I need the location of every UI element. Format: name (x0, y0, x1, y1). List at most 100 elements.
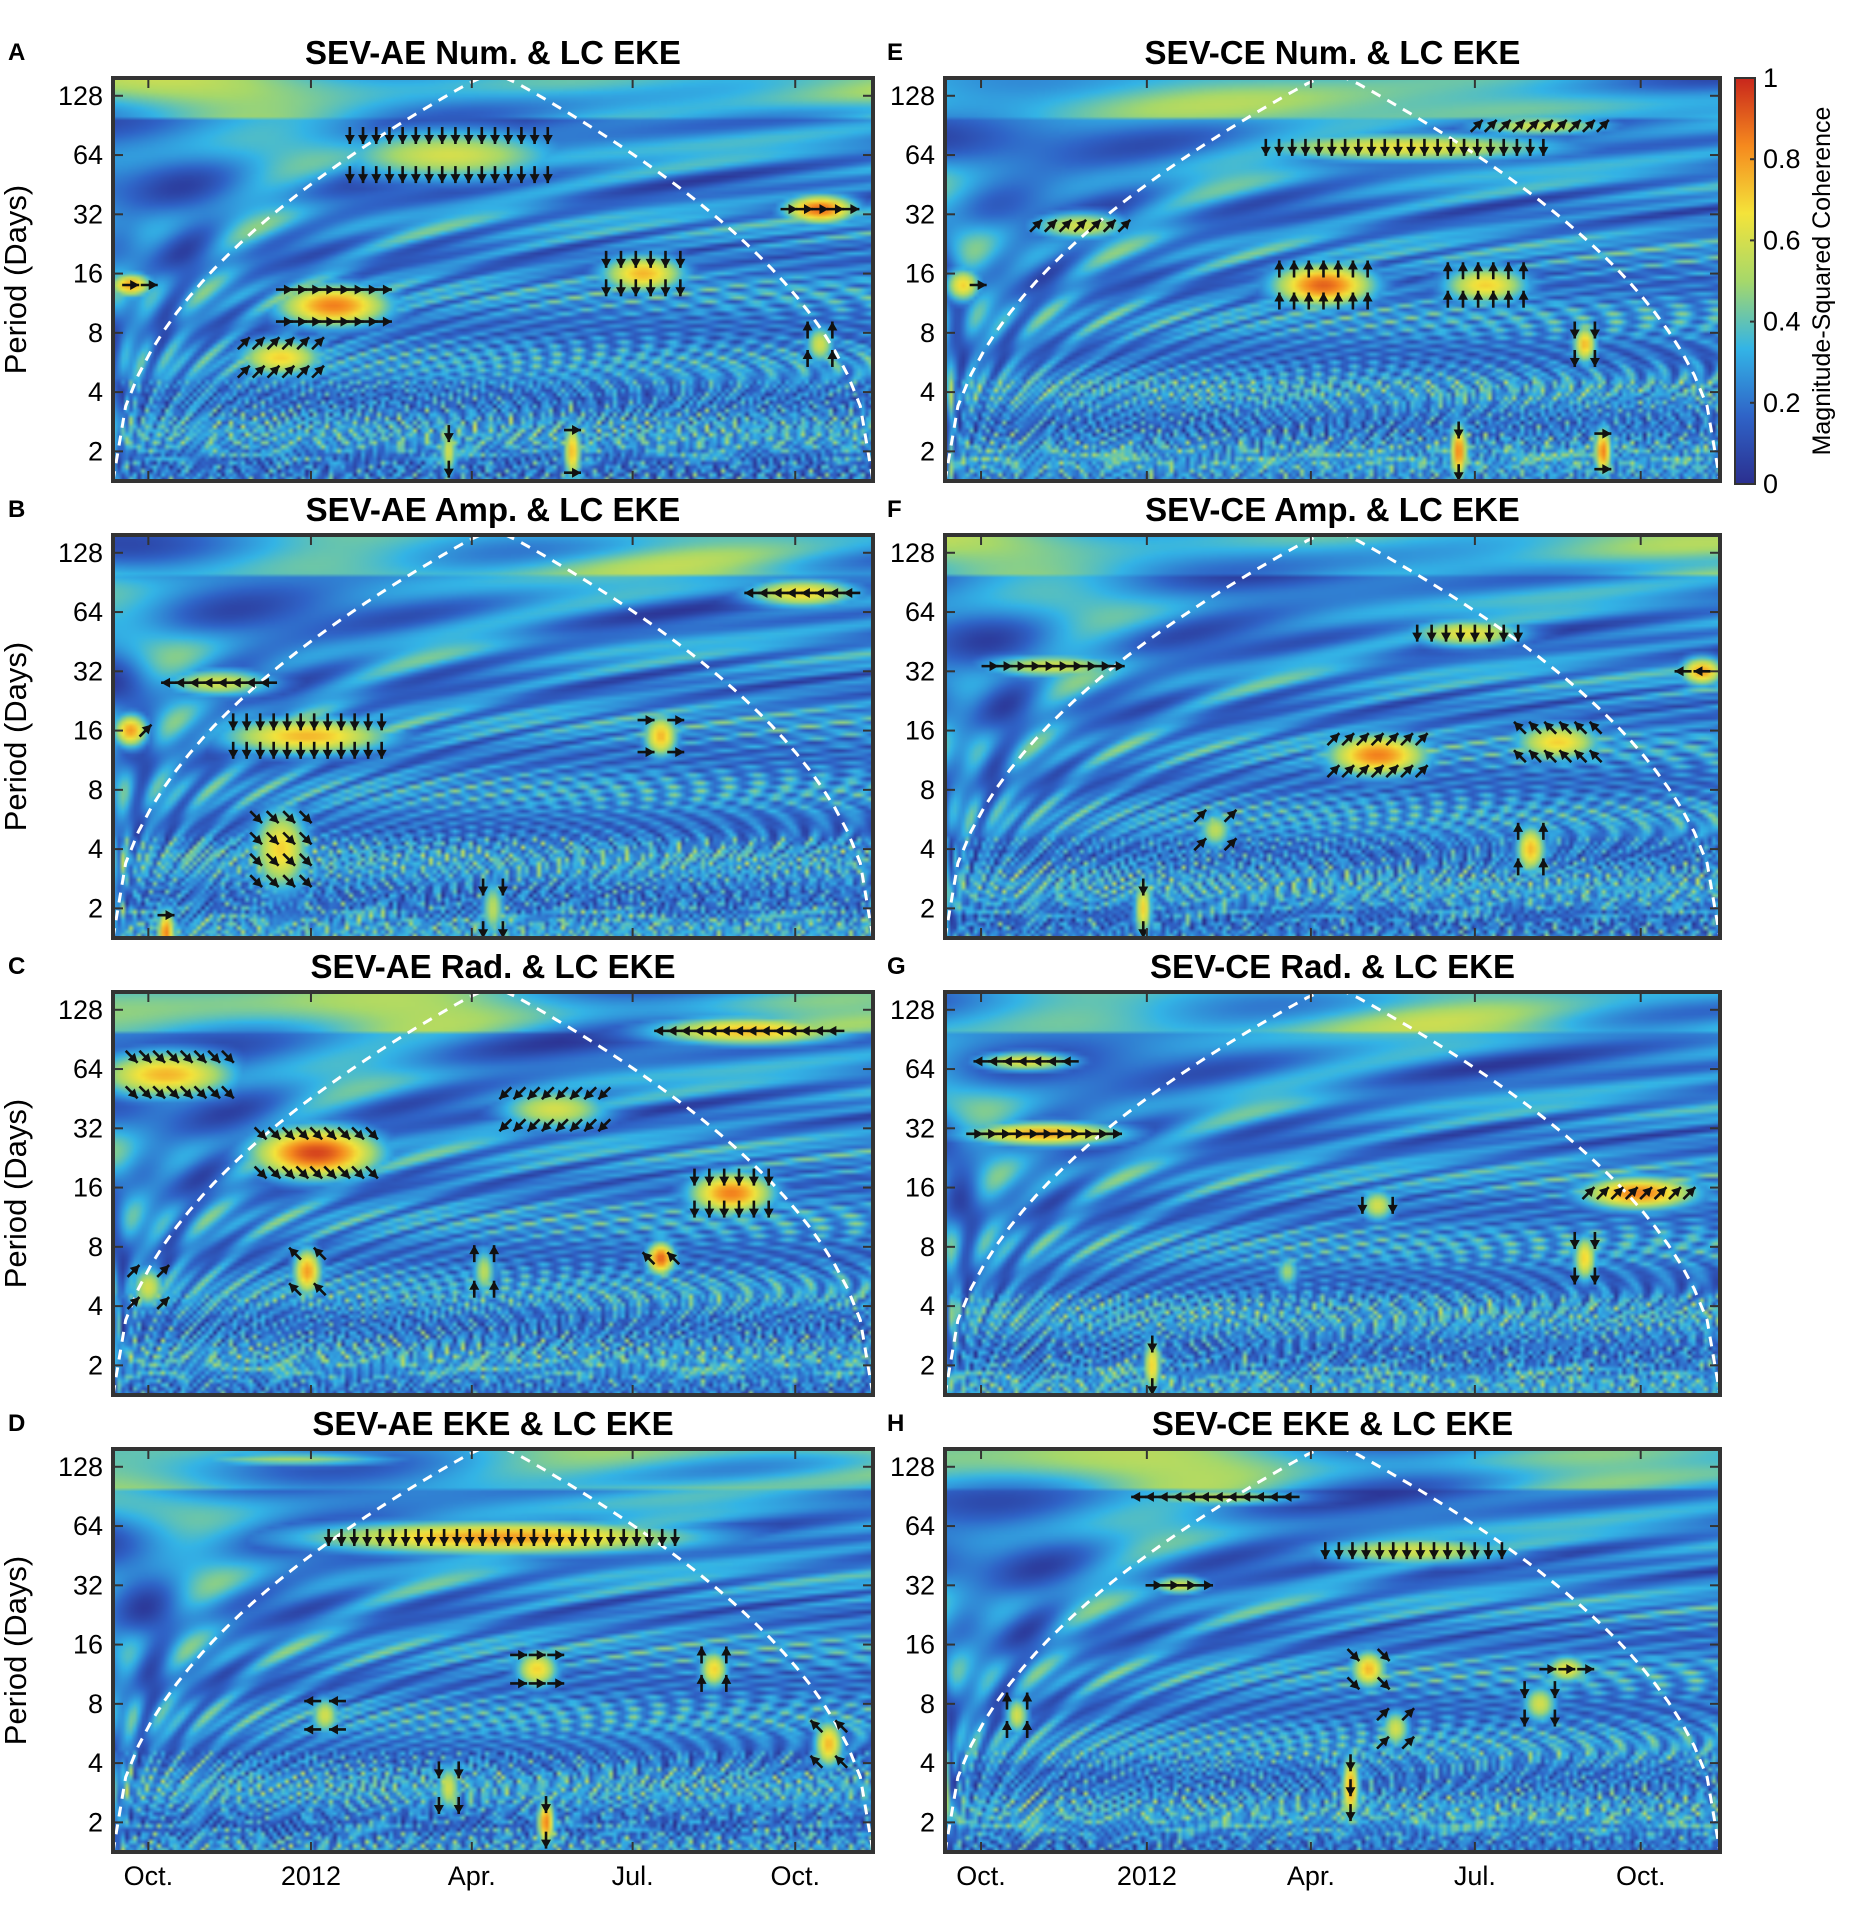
phase-arrow (193, 1049, 208, 1064)
phase-arrow (363, 741, 374, 759)
y-tick-label: 32 (905, 1113, 935, 1143)
phase-arrow (140, 279, 158, 290)
y-tick-label: 32 (905, 199, 935, 229)
phase-arrow (265, 874, 280, 888)
phase-arrow (1569, 1231, 1580, 1249)
y-tick-label: 128 (58, 995, 103, 1025)
y-tick-label: 2 (88, 893, 103, 923)
y-tick-label: 8 (88, 1689, 103, 1719)
phase-arrow (1577, 1664, 1595, 1675)
phase-arrow (295, 1165, 310, 1180)
phase-arrow (1370, 764, 1385, 779)
phase-arrow (282, 713, 293, 731)
phase-arrow (424, 166, 435, 184)
panel-letter: E (887, 39, 903, 66)
phase-arrow (1138, 921, 1149, 939)
phase-arrow (516, 126, 527, 144)
phase-arrow (281, 1165, 296, 1180)
phase-arrow (288, 1246, 302, 1261)
phase-arrow (748, 1200, 759, 1218)
coherence-heatmap (113, 992, 873, 1395)
phase-arrow (437, 126, 448, 144)
phase-arrow (1589, 321, 1600, 339)
phase-arrow (1528, 749, 1542, 764)
phase-arrow (1287, 138, 1298, 156)
phase-arrow (1274, 138, 1285, 156)
phase-arrow (266, 364, 281, 379)
phase-arrow (443, 425, 454, 443)
phase-arrow (384, 166, 395, 184)
phase-arrow (1385, 764, 1400, 779)
phase-arrow (490, 126, 501, 144)
plot-frame (943, 990, 1722, 1397)
phase-arrow (1300, 138, 1311, 156)
y-tick-label: 16 (905, 259, 935, 289)
colorbar-tick-label: 0.6 (1763, 225, 1801, 255)
phase-arrow (281, 364, 296, 379)
phase-arrow (376, 741, 387, 759)
phase-arrow (453, 1796, 464, 1814)
phase-arrow (809, 1754, 824, 1769)
phase-arrow (1414, 764, 1429, 779)
phase-arrow (255, 741, 266, 759)
phase-arrow (1138, 878, 1149, 896)
phase-arrow (1469, 1542, 1480, 1560)
plot-frame (111, 76, 875, 483)
phase-arrow (667, 747, 685, 758)
phase-arrow (540, 1118, 555, 1133)
phase-arrow (251, 364, 266, 379)
phase-arrow (1441, 624, 1452, 642)
phase-arrow (323, 1165, 338, 1180)
phase-arrow (1518, 290, 1529, 308)
phase-arrow (322, 741, 333, 759)
phase-arrow (1513, 749, 1527, 764)
phase-arrow (675, 250, 686, 268)
phase-arrow (1653, 1186, 1668, 1200)
phase-arrow (1303, 260, 1314, 278)
phase-arrow (1401, 1707, 1416, 1722)
phase-arrow (298, 852, 313, 867)
phase-arrow (311, 336, 325, 351)
panel-letter: A (8, 39, 25, 66)
phase-arrow (512, 1086, 527, 1101)
phase-arrow (296, 364, 311, 379)
phase-arrow (1639, 1186, 1653, 1200)
phase-arrow (328, 1696, 346, 1707)
panel-d: 2 4 8 16 32 64 128 Oct. 2012 Apr. Jul. Oct. SEV-AE E… (0, 1405, 875, 1891)
phase-arrow (464, 1528, 475, 1546)
phase-arrow (358, 166, 369, 184)
phase-arrow (542, 126, 553, 144)
phase-arrow (1346, 1676, 1361, 1691)
phase-arrow (1401, 1735, 1416, 1750)
phase-arrow (1668, 1186, 1682, 1200)
y-tick-label: 128 (890, 81, 935, 111)
phase-arrow (748, 1168, 759, 1186)
phase-arrow (842, 204, 860, 215)
phase-arrow (1457, 262, 1468, 280)
phase-arrow (1147, 1378, 1158, 1396)
coherence-heatmap (945, 1449, 1720, 1852)
phase-arrow (1022, 1720, 1033, 1738)
phase-arrow (1589, 349, 1600, 367)
phase-arrow (337, 1126, 351, 1141)
y-tick-label: 2 (920, 436, 935, 466)
phase-arrow (526, 1118, 541, 1133)
phase-arrow (1047, 1056, 1065, 1067)
phase-arrow (298, 874, 313, 888)
phase-arrow (1362, 292, 1373, 310)
phase-arrow (1196, 1580, 1214, 1591)
phase-arrow (827, 1025, 845, 1036)
y-tick-label: 2 (88, 436, 103, 466)
phase-arrow (540, 1086, 555, 1101)
phase-arrow (1543, 749, 1558, 764)
phase-arrow (593, 1528, 604, 1546)
y-tick-label: 2 (88, 1350, 103, 1380)
phase-arrow (221, 1085, 235, 1100)
panel-c: 2 4 8 16 32 64 128 SEV-AE Rad. & LC EKE C Period … (0, 948, 875, 1397)
colorbar-tick-label: 1 (1763, 63, 1778, 93)
phase-arrow (363, 713, 374, 731)
phase-arrow (1456, 1542, 1467, 1560)
plot-frame (943, 76, 1722, 483)
y-axis-label: Period (Days) (0, 1556, 33, 1746)
panel-letter: G (887, 953, 906, 980)
